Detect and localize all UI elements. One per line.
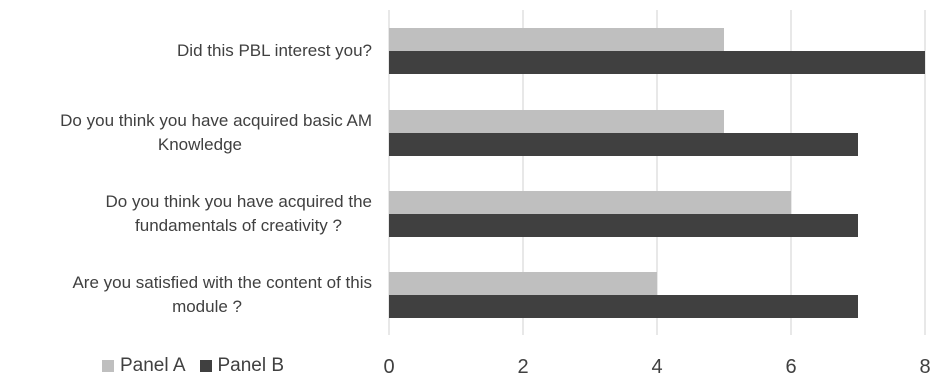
x-tick-label-0: 0	[383, 356, 394, 378]
legend-label-panel-b: Panel B	[217, 355, 285, 376]
category-label-line: module ?	[172, 297, 242, 316]
x-tick-label-2: 2	[517, 356, 528, 378]
bar-panel-a-1	[389, 28, 724, 51]
x-tick-label-8: 8	[919, 356, 930, 378]
bar-panel-a-3	[389, 191, 791, 214]
category-label-1: Did this PBL interest you?	[0, 39, 372, 63]
category-label-line: Knowledge	[157, 135, 242, 154]
bar-panel-a-2	[389, 110, 724, 133]
bar-panel-b-1	[389, 51, 925, 74]
legend-swatch-panel-b	[199, 360, 212, 372]
x-tick-label-4: 4	[651, 356, 662, 378]
category-label-line: Did this PBL interest you?	[177, 41, 372, 60]
bar-panel-b-3	[389, 214, 858, 237]
bar-panel-b-2	[389, 133, 858, 156]
legend: Panel A Panel B	[102, 355, 298, 377]
category-label-4: Are you satisfied with the content of th…	[0, 271, 372, 319]
legend-item-panel-a: Panel A	[102, 355, 186, 377]
bar-panel-a-4	[389, 272, 657, 295]
category-label-line: fundamentals of creativity ?	[135, 216, 342, 235]
category-label-3: Do you think you have acquired the fundam…	[0, 190, 372, 238]
category-label-2: Do you think you have acquired basic AM K…	[0, 109, 372, 157]
category-label-line: Are you satisfied with the content of th…	[72, 273, 372, 292]
x-tick-label-6: 6	[785, 356, 796, 378]
legend-swatch-panel-a	[102, 360, 114, 372]
legend-item-panel-b: Panel B	[199, 355, 285, 377]
legend-label-panel-a: Panel A	[120, 355, 186, 376]
category-label-line: Do you think you have acquired the	[105, 192, 372, 211]
category-label-line: Do you think you have acquired basic AM	[60, 111, 372, 130]
bar-panel-b-4	[389, 295, 858, 318]
